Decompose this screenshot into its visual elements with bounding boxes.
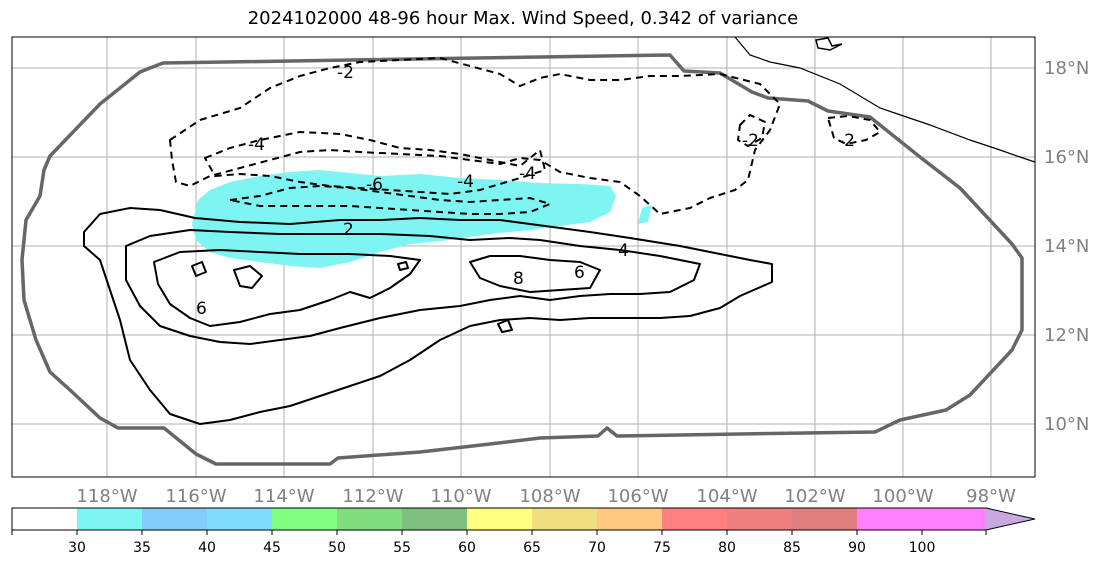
contour-label: -2 bbox=[337, 63, 354, 83]
lon-label: 108°W bbox=[519, 486, 580, 507]
contour-label: -4 bbox=[248, 135, 265, 155]
colorbar: 30 35 40 45 50 55 60 65 70 75 80 85 90 1… bbox=[11, 507, 1036, 556]
domain-outline bbox=[20, 53, 1024, 466]
colorbar-swatch bbox=[792, 508, 857, 530]
colorbar-swatch bbox=[337, 508, 402, 530]
colorbar-tick-label: 90 bbox=[848, 540, 866, 556]
colorbar-tick-label: 85 bbox=[783, 540, 801, 556]
colorbar-swatch bbox=[727, 508, 792, 530]
gridlines bbox=[12, 37, 1035, 477]
lon-label: 110°W bbox=[430, 486, 491, 507]
colorbar-swatch bbox=[532, 508, 597, 530]
colorbar-tick-label: 55 bbox=[393, 540, 411, 556]
lon-label: 116°W bbox=[165, 486, 226, 507]
lat-label: 18°N bbox=[1044, 58, 1089, 79]
map-frame bbox=[11, 36, 1036, 478]
colorbar-tick-labels: 30 35 40 45 50 55 60 65 70 75 80 85 90 1… bbox=[68, 540, 935, 556]
lon-label: 102°W bbox=[784, 486, 845, 507]
contour-label: -4 bbox=[457, 172, 474, 192]
colorbar-ticks bbox=[11, 530, 987, 535]
colorbar-tick-label: 60 bbox=[458, 540, 476, 556]
colorbar-extend-triangle bbox=[986, 508, 1035, 530]
colorbar-swatch bbox=[597, 508, 662, 530]
contour-label: 4 bbox=[618, 241, 629, 261]
contour-labels: -2 -4 -6 -4 -4 -2 -2 2 4 6 8 6 bbox=[196, 63, 855, 319]
map-title: 2024102000 48-96 hour Max. Wind Speed, 0… bbox=[247, 8, 799, 29]
colorbar-swatch bbox=[662, 508, 727, 530]
lat-label: 12°N bbox=[1044, 325, 1089, 346]
lon-label: 112°W bbox=[342, 486, 403, 507]
colorbar-tick-label: 35 bbox=[133, 540, 151, 556]
lat-label: 16°N bbox=[1044, 147, 1089, 168]
coastline bbox=[734, 37, 1035, 163]
colorbar-tick-label: 100 bbox=[909, 540, 936, 556]
negative-contours bbox=[169, 57, 881, 215]
colorbar-swatch bbox=[77, 508, 142, 530]
colorbar-tick-label: 40 bbox=[198, 540, 216, 556]
lon-label: 104°W bbox=[696, 486, 757, 507]
lon-label: 118°W bbox=[76, 486, 137, 507]
lon-label: 100°W bbox=[872, 486, 933, 507]
colorbar-swatches bbox=[12, 508, 986, 530]
colorbar-tick-label: 80 bbox=[718, 540, 736, 556]
lat-label: 10°N bbox=[1044, 414, 1089, 435]
contour-label: 8 bbox=[513, 269, 524, 289]
colorbar-swatch bbox=[207, 508, 272, 530]
contour-label: 6 bbox=[196, 299, 207, 319]
lon-label: 106°W bbox=[607, 486, 668, 507]
colorbar-tick-label: 45 bbox=[263, 540, 281, 556]
colorbar-swatch bbox=[467, 508, 532, 530]
colorbar-tick-label: 50 bbox=[328, 540, 346, 556]
lat-label: 14°N bbox=[1044, 236, 1089, 257]
colorbar-swatch bbox=[12, 508, 77, 530]
colorbar-swatch bbox=[857, 508, 986, 530]
contour-label: -4 bbox=[519, 164, 536, 184]
colorbar-swatch bbox=[272, 508, 337, 530]
lon-label: 98°W bbox=[966, 486, 1016, 507]
wind-shading-30-35-small bbox=[638, 205, 652, 224]
island-outline bbox=[815, 37, 843, 51]
colorbar-tick-label: 75 bbox=[653, 540, 671, 556]
latitude-labels: 18°N 16°N 14°N 12°N 10°N bbox=[1044, 58, 1089, 435]
positive-contours bbox=[83, 207, 773, 425]
contour-label: -6 bbox=[366, 175, 383, 195]
contour-label: -2 bbox=[742, 131, 759, 151]
lon-label: 114°W bbox=[253, 486, 314, 507]
contour-label: 2 bbox=[343, 220, 354, 240]
colorbar-swatch bbox=[142, 508, 207, 530]
contour-label: 6 bbox=[574, 263, 585, 283]
longitude-labels: 118°W 116°W 114°W 112°W 110°W 108°W 106°… bbox=[76, 486, 1016, 507]
colorbar-tick-label: 30 bbox=[68, 540, 86, 556]
colorbar-outline bbox=[11, 507, 1036, 531]
colorbar-tick-label: 65 bbox=[523, 540, 541, 556]
colorbar-tick-label: 70 bbox=[588, 540, 606, 556]
colorbar-swatch bbox=[402, 508, 467, 530]
contour-label: -2 bbox=[838, 131, 855, 151]
